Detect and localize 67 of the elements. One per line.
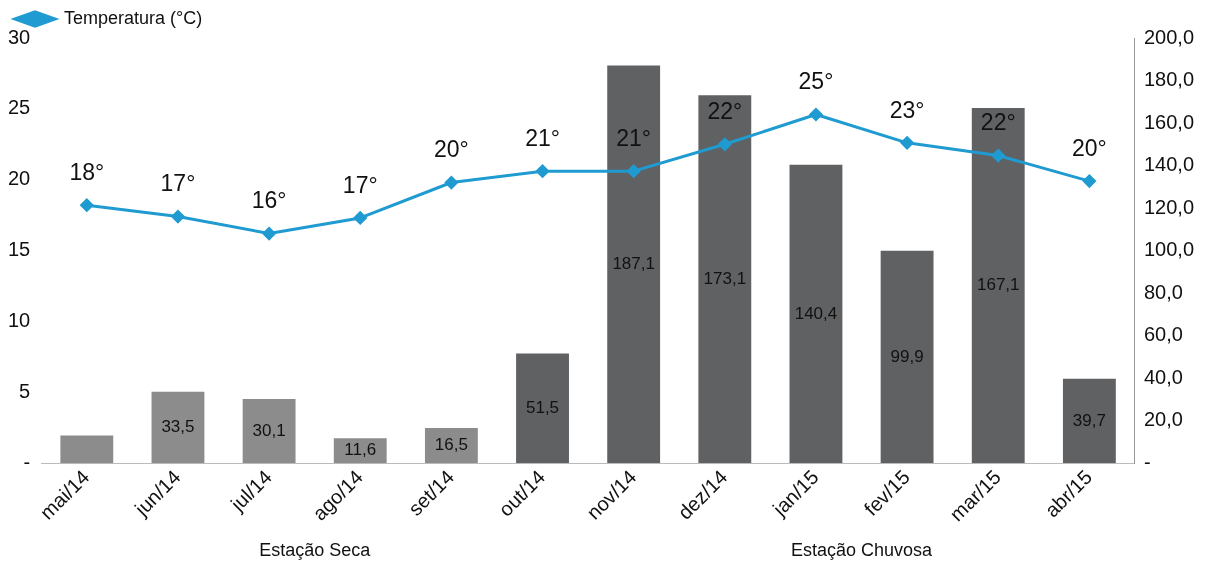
bar	[971, 107, 1025, 464]
bar	[698, 95, 752, 464]
y-tick-label: 25	[8, 96, 31, 119]
data-label: 16,5	[434, 435, 468, 455]
data-label: 16°	[251, 187, 287, 214]
point	[718, 137, 732, 151]
text: Estação Seca	[259, 539, 372, 560]
data-label: 17°	[160, 170, 196, 197]
data-label: 11,6	[344, 440, 377, 460]
bar	[242, 399, 296, 464]
data-label: 39,7	[1072, 410, 1106, 430]
legend-label: Temperatura (°C)	[64, 7, 203, 28]
point	[171, 210, 185, 224]
y2-tick-label: 20,0	[1143, 408, 1183, 431]
point	[536, 164, 550, 178]
data-label: 140,4	[794, 303, 838, 323]
data-label: 22°	[707, 98, 743, 125]
data-label: 51,5	[525, 397, 560, 417]
y2-tick-label: 140,0	[1143, 153, 1195, 176]
point	[353, 211, 367, 225]
point	[444, 176, 458, 190]
y-tick-label: 20	[8, 167, 31, 190]
data-label: 33,5	[161, 417, 195, 437]
data-label: 173,1	[703, 268, 747, 288]
data-label: 167,1	[976, 275, 1020, 295]
y2-tick-label: 120,0	[1143, 195, 1195, 218]
bar	[880, 250, 934, 464]
y-tick-label: 15	[8, 238, 31, 261]
data-label: 99,9	[890, 346, 924, 366]
bar	[516, 353, 569, 464]
data-label: 18°	[69, 159, 105, 186]
point	[80, 198, 94, 212]
data-label: 20°	[1071, 134, 1107, 161]
bar	[1062, 378, 1116, 464]
data-label: 25°	[798, 68, 834, 95]
data-label: 30,1	[252, 420, 286, 440]
bar	[607, 65, 661, 464]
bar	[424, 427, 478, 464]
point	[809, 108, 823, 121]
y-tick-label: 10	[8, 308, 31, 331]
data-label: 22°	[980, 109, 1016, 136]
point	[900, 136, 914, 150]
point	[262, 227, 276, 241]
y-tick-label: 5	[19, 379, 31, 402]
point	[627, 164, 641, 178]
y2-tick-label: 80,0	[1143, 280, 1183, 303]
point	[991, 149, 1005, 163]
data-label: 17°	[342, 171, 378, 198]
text: Estação Chuvosa	[790, 539, 934, 560]
bar	[789, 164, 843, 464]
y2-tick-label: 200,0	[1143, 25, 1195, 48]
y2-tick-label: -	[1143, 450, 1151, 473]
data-label: 187,1	[612, 253, 655, 273]
y2-tick-label: 60,0	[1143, 323, 1183, 346]
y2-tick-label: 160,0	[1143, 110, 1195, 133]
y2-tick-label: 100,0	[1143, 238, 1195, 261]
point	[1082, 174, 1096, 188]
data-label: 21°	[525, 125, 560, 152]
y2-tick-label: 40,0	[1143, 365, 1183, 388]
bar	[60, 435, 114, 464]
y2-tick-label: 180,0	[1143, 68, 1195, 91]
bar	[151, 391, 205, 464]
data-label: 23°	[889, 96, 925, 123]
data-label: 21°	[616, 125, 652, 152]
y-tick-label: 30	[8, 25, 31, 48]
data-label: 20°	[433, 136, 469, 163]
y-tick-label: -	[23, 450, 31, 473]
